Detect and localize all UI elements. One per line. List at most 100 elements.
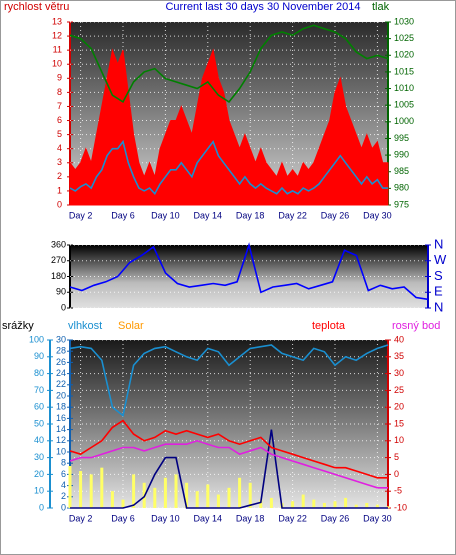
y3-tick-label: -10: [394, 502, 407, 512]
line: [69, 24, 389, 104]
y-tick-label: 0: [61, 302, 66, 312]
x-tick-label: Day 18: [236, 513, 265, 523]
y2-tick-label: 1030: [394, 16, 414, 26]
y3-tick-label: 30: [394, 368, 404, 378]
legend-label: Solar: [118, 320, 144, 332]
y-tick-label: 270: [51, 255, 66, 265]
bar: [386, 506, 390, 508]
x-tick-label: Day 6: [111, 210, 135, 220]
bar: [344, 497, 348, 508]
y-tick-label: 40: [34, 435, 44, 445]
y-tick-label: 0: [57, 199, 62, 209]
y-tick-label: 9: [57, 73, 62, 83]
y2-tick-label: 14: [56, 424, 66, 434]
y3-tick-label: 20: [394, 402, 404, 412]
y-tick-label: 12: [52, 30, 62, 40]
y2-tick-label: 1020: [394, 50, 414, 60]
y2-tick-label: 985: [394, 166, 409, 176]
y2-tick-label: 16: [56, 413, 66, 423]
bar: [163, 477, 167, 508]
bar: [291, 501, 295, 508]
bar: [68, 466, 72, 508]
y2-tick-label: 990: [394, 149, 409, 159]
y-tick-label: 11: [53, 45, 62, 55]
y2-tick-label: 1005: [394, 100, 414, 110]
x-tick-label: Day 26: [321, 210, 350, 220]
y2-tick-label: 1015: [394, 66, 414, 76]
y2-tick-label: 1000: [394, 116, 414, 126]
chart-title: Current last 30 days 30 November 2014: [165, 1, 360, 13]
y2-axis-label: tlak: [372, 1, 390, 13]
y-axis-label: rychlost větru: [4, 1, 69, 13]
bar: [354, 504, 358, 508]
y-tick-label: 0: [39, 502, 44, 512]
x-tick-label: Day 6: [111, 513, 135, 523]
y-tick-label: 20: [34, 469, 44, 479]
bar: [153, 487, 157, 508]
y-tick-label: 100: [29, 334, 44, 344]
y3-tick-label: 40: [394, 334, 404, 344]
line: [70, 429, 388, 509]
bar: [121, 499, 125, 508]
x-tick-label: Day 2: [69, 210, 93, 220]
y-tick-label: 180: [51, 271, 66, 281]
bar: [322, 502, 326, 508]
bar: [89, 474, 93, 508]
y-tick-label: 4: [57, 143, 62, 153]
x-tick-label: Day 30: [363, 210, 392, 220]
x-tick-label: Day 10: [151, 513, 180, 523]
y-tick-label: 360: [51, 239, 66, 249]
y-tick-label: 10: [34, 486, 44, 496]
bar: [238, 477, 242, 508]
y2-tick-label: 22: [56, 379, 66, 389]
bar: [227, 487, 231, 508]
plot-background: [70, 245, 428, 308]
y-tick-label: 80: [34, 368, 44, 378]
bar: [110, 491, 114, 508]
y2-tick-label: 1010: [394, 83, 414, 93]
line: [69, 419, 388, 479]
bar: [100, 467, 104, 508]
x-tick-label: Day 2: [69, 513, 93, 523]
y2-tick-label: 8: [61, 458, 66, 468]
x-tick-label: Day 18: [236, 210, 265, 220]
bar: [312, 499, 316, 508]
line: [69, 344, 389, 418]
y-tick-label: 6: [57, 115, 62, 125]
x-tick-label: Day 30: [363, 513, 392, 523]
y3-tick-label: 25: [394, 385, 404, 395]
y2-tick-label: 30: [56, 334, 66, 344]
x-tick-label: Day 14: [194, 513, 223, 523]
y2-tick-label: 6: [61, 469, 66, 479]
y2-tick-label: 980: [394, 183, 409, 193]
legend-label: vlhkost: [68, 320, 102, 332]
y2-tick-label: 24: [56, 368, 66, 378]
bar: [375, 504, 379, 508]
bar: [333, 501, 337, 508]
y-tick-label: 90: [34, 351, 44, 361]
y3-tick-label: 15: [394, 418, 404, 428]
x-tick-label: Day 22: [278, 513, 307, 523]
y-tick-label: 5: [57, 129, 62, 139]
y2-tick-label: 975: [394, 199, 409, 209]
y3-tick-label: -5: [394, 486, 402, 496]
y2-tick-label: E: [434, 284, 443, 299]
y2-tick-label: N: [434, 299, 443, 314]
bar: [248, 482, 252, 508]
x-tick-label: Day 22: [278, 210, 307, 220]
legend-label: rosný bod: [392, 320, 440, 332]
line: [69, 139, 388, 196]
y2-tick-label: S: [434, 268, 443, 283]
bar: [195, 491, 199, 508]
bar: [365, 502, 369, 508]
y-tick-label: 1: [57, 185, 62, 195]
y-tick-label: 90: [56, 287, 66, 297]
y2-tick-label: N: [434, 236, 443, 251]
y-tick-label: 10: [52, 59, 62, 69]
bar: [79, 471, 83, 508]
x-tick-label: Day 26: [321, 513, 350, 523]
y2-tick-label: 1025: [394, 33, 414, 43]
y-tick-label: 2: [57, 171, 62, 181]
y3-tick-label: 35: [394, 351, 404, 361]
